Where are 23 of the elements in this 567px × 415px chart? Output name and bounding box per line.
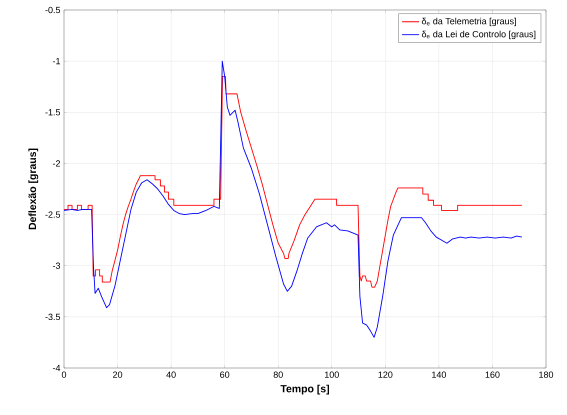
x-tick-label: 60 bbox=[220, 372, 230, 378]
y-tick-label: -2.5 bbox=[45, 211, 60, 218]
x-tick-label: 40 bbox=[166, 372, 176, 378]
x-tick-label: 140 bbox=[432, 372, 446, 378]
legend-label: δ$_{e}$ da Telemetria [graus] bbox=[422, 18, 516, 26]
x-tick-label: 100 bbox=[324, 372, 339, 378]
legend-label: δ$_{e}$ da Lei de Controlo [graus] bbox=[422, 30, 536, 40]
x-tick-label: 80 bbox=[274, 372, 283, 378]
y-tick-label: -1.5 bbox=[45, 109, 60, 116]
y-tick-label: -2 bbox=[52, 160, 60, 167]
x-tick-label: 160 bbox=[486, 372, 500, 378]
y-tick-label: -1 bbox=[52, 58, 60, 64]
x-tick-label: 20 bbox=[113, 372, 122, 378]
x-tick-label: 0 bbox=[62, 372, 66, 378]
x-axis-title: Tempo [s] bbox=[280, 384, 330, 394]
x-tick-label: 180 bbox=[539, 372, 554, 378]
x-tick-label: 120 bbox=[378, 372, 392, 378]
y-tick-label: -4 bbox=[52, 364, 60, 372]
line-series bbox=[64, 76, 522, 288]
y-axis-title: Deflexão [graus] bbox=[28, 148, 38, 230]
y-tick-label: -3.5 bbox=[45, 314, 60, 320]
y-tick-label: -0.5 bbox=[45, 6, 60, 14]
y-tick-label: -3 bbox=[52, 262, 60, 269]
